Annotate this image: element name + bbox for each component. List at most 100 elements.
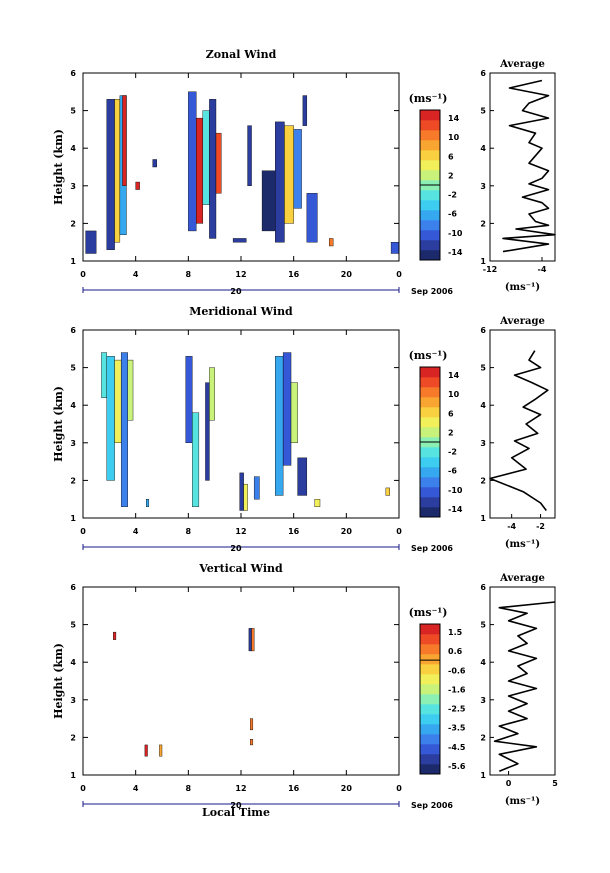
colorbar-tick-label: 0.6 <box>448 647 463 656</box>
profile-x-tick-label: -4 <box>538 265 547 274</box>
colorbar-unit: (ms⁻¹) <box>409 606 448 619</box>
y-tick-label: 5 <box>70 107 76 116</box>
data-cell <box>261 170 276 232</box>
colorbar-unit: (ms⁻¹) <box>409 92 448 105</box>
data-cell <box>247 125 252 186</box>
profile-line <box>489 350 549 511</box>
colorbar-tick-label: 2 <box>448 171 454 180</box>
profile-y-tick-label: 2 <box>480 219 486 228</box>
data-cell <box>306 193 318 243</box>
profile-y-tick-label: 1 <box>480 257 486 266</box>
colorbar-tick-label: -14 <box>448 505 463 514</box>
month-label: Sep 2006 <box>411 544 453 553</box>
data-cell <box>275 121 285 243</box>
colorbar-frame <box>419 623 441 775</box>
x-tick-label: 12 <box>235 527 246 536</box>
data-cell <box>250 739 254 746</box>
colorbar-swatch <box>420 644 440 655</box>
date-label: 20 <box>230 801 242 810</box>
data-cell <box>120 352 128 507</box>
colorbar-swatch <box>420 170 440 181</box>
profile-x-label: (ms⁻¹) <box>505 796 540 807</box>
x-tick-label: 16 <box>288 784 300 793</box>
colorbar-tick-label: 14 <box>448 371 460 380</box>
y-tick-label: 5 <box>70 621 76 630</box>
data-cell <box>209 99 217 239</box>
colorbar-swatch <box>420 664 440 675</box>
profile-x-label: (ms⁻¹) <box>505 539 540 550</box>
data-cell <box>202 110 210 205</box>
profile-y-tick-label: 5 <box>480 107 486 116</box>
colorbar-swatch <box>420 200 440 211</box>
profile-line <box>502 79 556 253</box>
profile-y-tick-label: 4 <box>480 658 486 667</box>
y-tick-label: 1 <box>70 771 76 780</box>
colorbar-swatch <box>420 160 440 171</box>
x-axis-label: Local Time <box>202 806 270 819</box>
profile-x-tick-label: 0 <box>506 779 512 788</box>
data-cell <box>385 487 390 496</box>
x-tick-label: 8 <box>186 527 192 536</box>
colorbar-tick-label: 14 <box>448 114 460 123</box>
data-cell <box>185 356 193 444</box>
data-cell <box>275 356 284 496</box>
colorbar-swatch <box>420 417 440 428</box>
colorbar-tick-label: -14 <box>448 248 463 257</box>
x-tick-label: 4 <box>133 784 139 793</box>
data-cell <box>144 744 148 757</box>
colorbar-swatch <box>420 427 440 438</box>
colorbar-tick-label: -10 <box>448 486 463 495</box>
profile-title: Average <box>499 573 545 584</box>
colorbar-swatch <box>420 704 440 715</box>
data-cell <box>188 91 197 232</box>
data-cell <box>290 382 298 444</box>
profile-line <box>493 601 556 772</box>
colorbar-tick-label: 10 <box>448 133 460 142</box>
x-tick-label: 20 <box>341 784 353 793</box>
x-tick-label: 16 <box>288 527 300 536</box>
colorbar-swatch <box>420 744 440 755</box>
colorbar-swatch <box>420 130 440 141</box>
plot-frame <box>82 72 400 262</box>
profile-y-tick-label: 6 <box>480 69 486 78</box>
data-cell <box>106 356 115 481</box>
y-tick-label: 3 <box>70 696 76 705</box>
y-tick-label: 1 <box>70 257 76 266</box>
data-cell <box>196 117 204 224</box>
profile-title: Average <box>499 59 545 70</box>
colorbar-tick-label: -0.6 <box>448 666 466 675</box>
x-tick-label: 8 <box>186 784 192 793</box>
data-cell <box>192 412 200 507</box>
colorbar-tick-label: 2 <box>448 428 454 437</box>
data-cell <box>232 238 247 243</box>
colorbar-swatch <box>420 684 440 695</box>
colorbar-tick-label: -2 <box>448 448 457 457</box>
x-tick-label: 20 <box>341 527 353 536</box>
data-cell <box>314 499 321 507</box>
profile-y-tick-label: 4 <box>480 401 486 410</box>
profile-frame <box>489 586 556 776</box>
colorbar-swatch <box>420 467 440 478</box>
colorbar-swatch <box>420 140 440 151</box>
data-cell <box>127 359 134 421</box>
y-tick-label: 4 <box>70 658 76 667</box>
colorbar-swatch <box>420 367 440 378</box>
profile-x-tick-label: -2 <box>536 522 545 531</box>
colorbar-swatch <box>420 447 440 458</box>
profile-y-tick-label: 1 <box>480 514 486 523</box>
colorbar-swatch <box>420 377 440 388</box>
data-cell <box>85 230 97 254</box>
y-axis-label: Height (km) <box>52 129 65 205</box>
colorbar-swatch <box>420 714 440 725</box>
colorbar-swatch <box>420 150 440 161</box>
data-cell <box>243 483 248 511</box>
date-label: 20 <box>230 287 242 296</box>
y-tick-label: 6 <box>70 583 76 592</box>
profile-y-tick-label: 3 <box>480 182 486 191</box>
panel-title: Meridional Wind <box>189 305 293 318</box>
data-cell <box>135 181 140 190</box>
data-cell <box>209 367 215 421</box>
profile-y-tick-label: 6 <box>480 583 486 592</box>
